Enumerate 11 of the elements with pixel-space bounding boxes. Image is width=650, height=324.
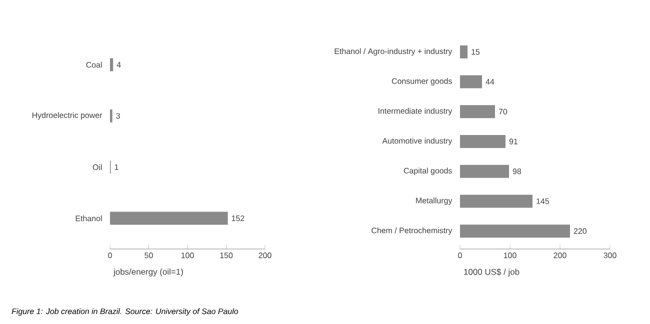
bar (460, 135, 506, 148)
bar (460, 164, 510, 178)
bar (460, 194, 533, 208)
x-axis-title: jobs/energy (oil=1) (113, 268, 183, 276)
bar (460, 224, 570, 238)
bar (110, 58, 114, 72)
bar (110, 212, 228, 225)
bar (460, 45, 468, 58)
bar (460, 75, 482, 88)
bar (460, 105, 496, 118)
x-axis-title: 1000 US$ / job (464, 268, 520, 277)
